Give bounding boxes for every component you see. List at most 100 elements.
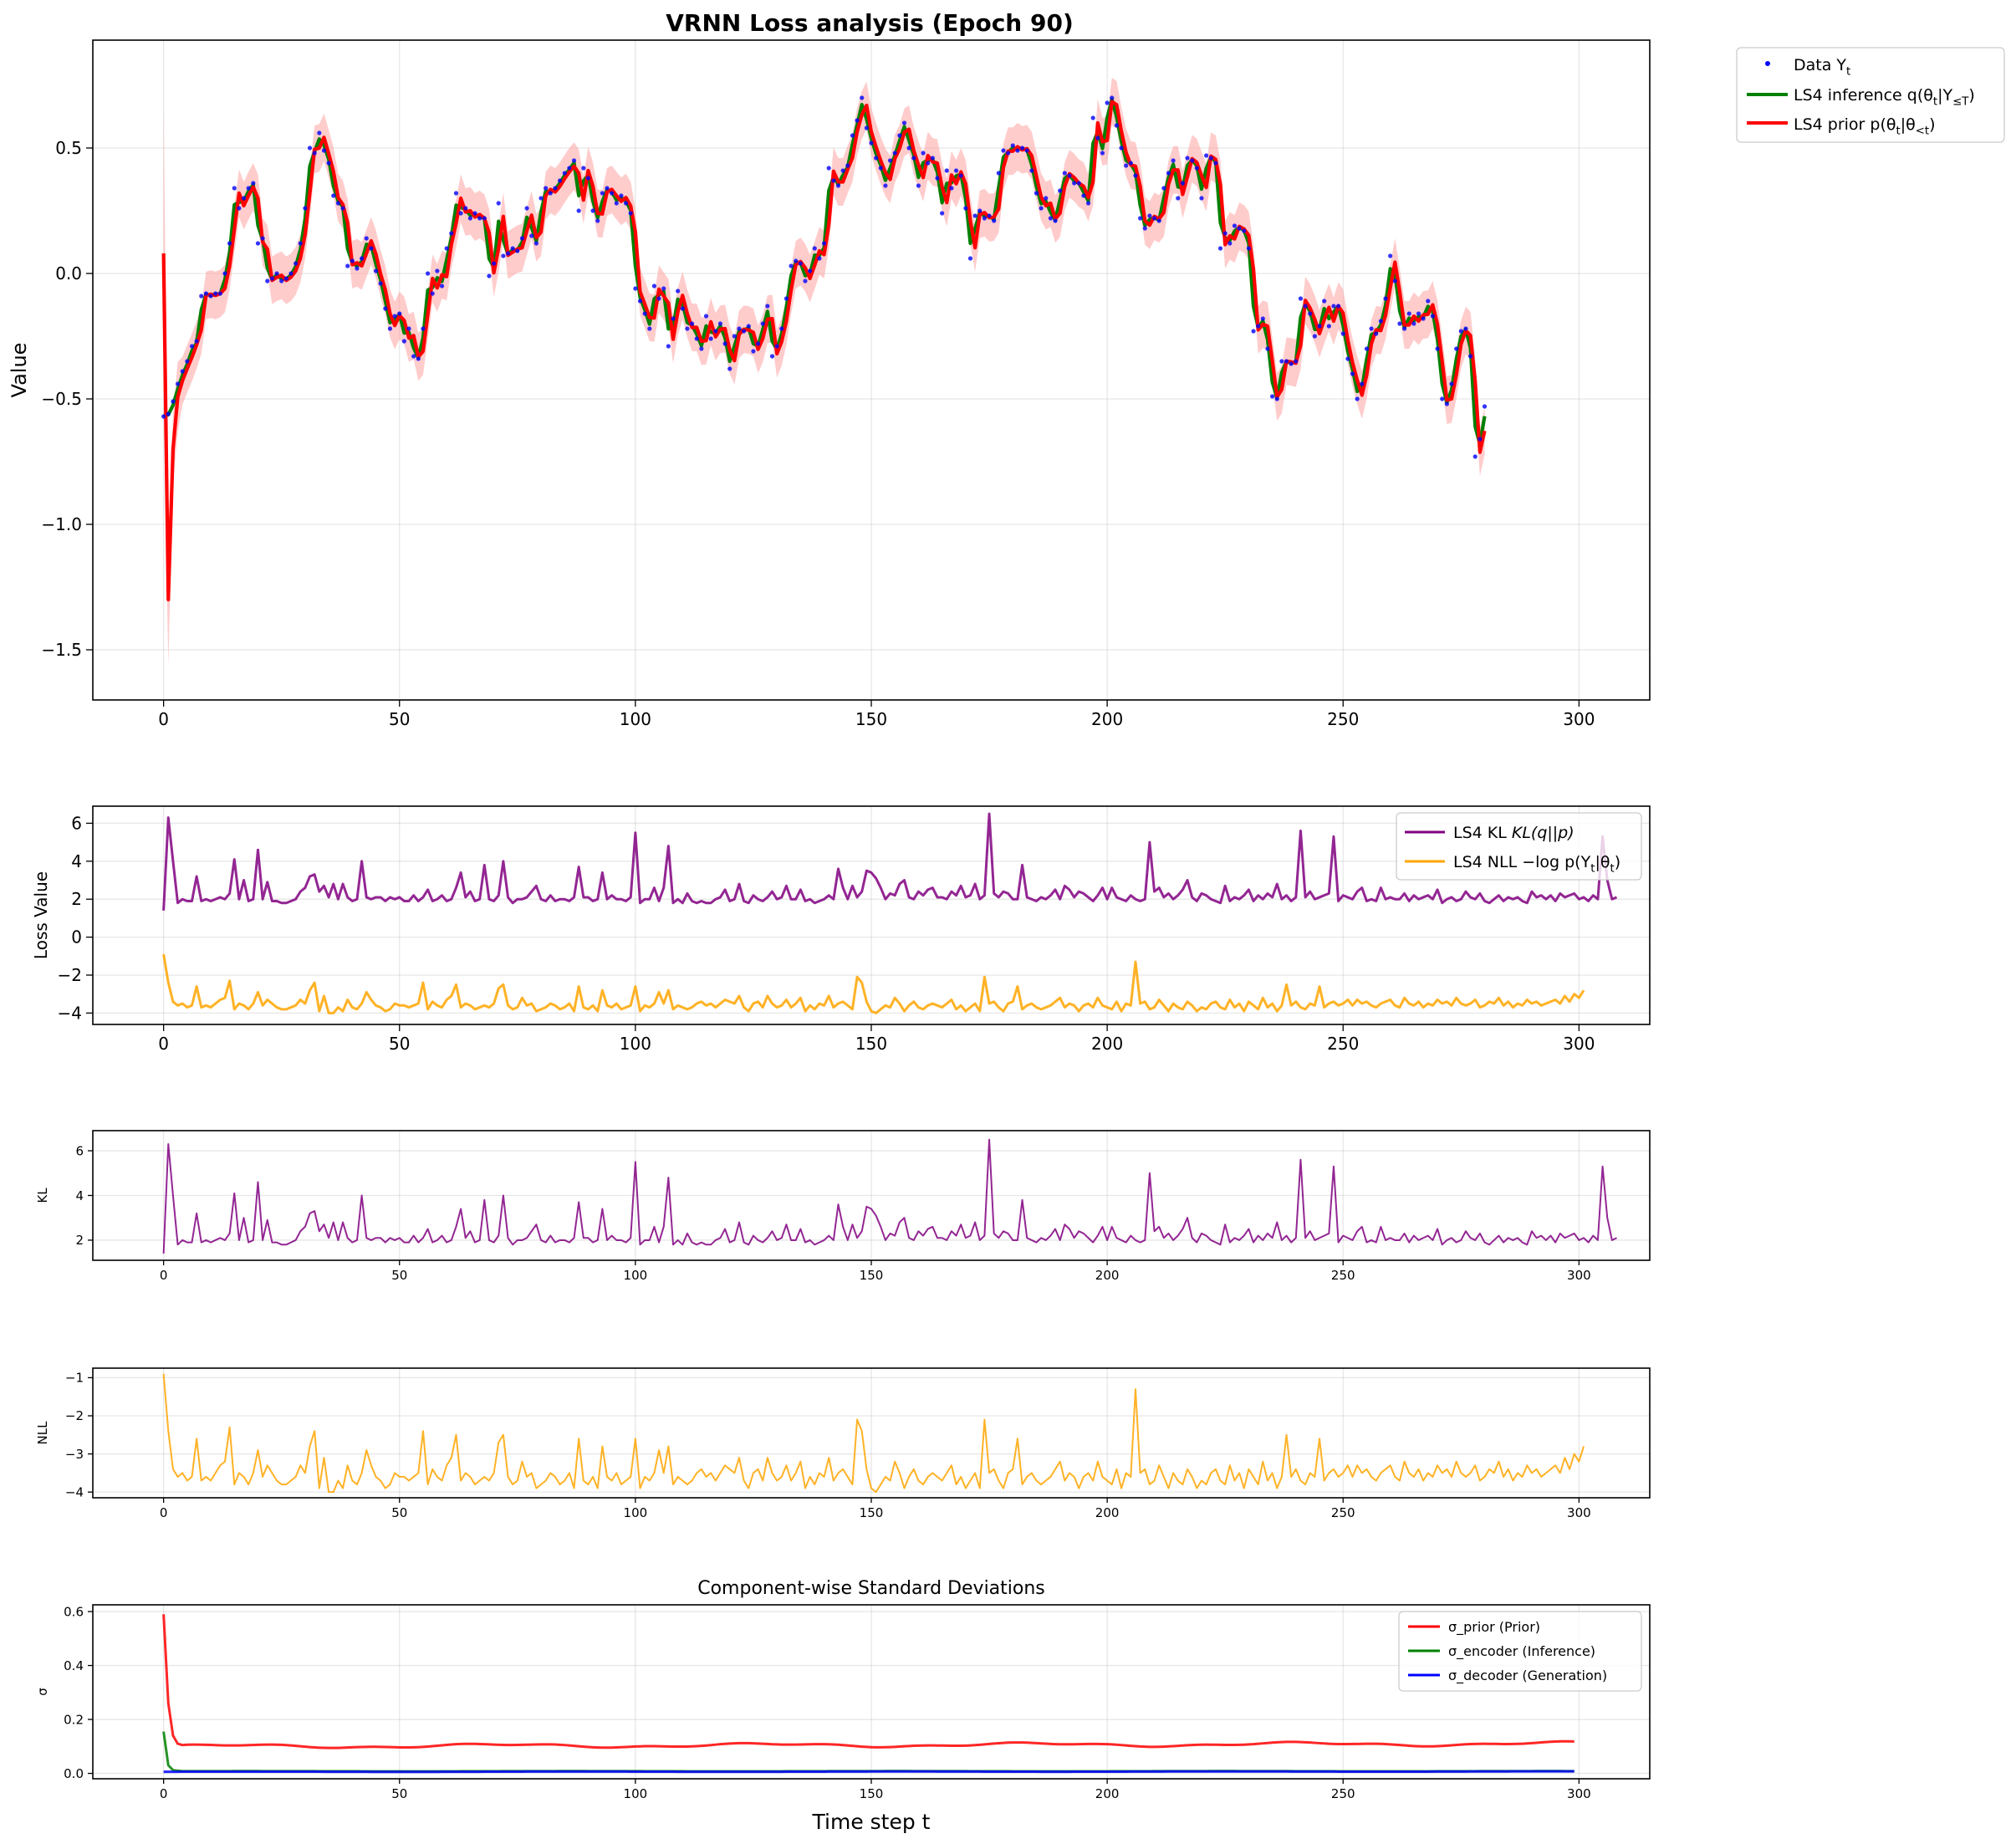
- data-point: [1161, 186, 1166, 191]
- y-tick-label: 0.2: [64, 1712, 84, 1727]
- data-point: [585, 176, 591, 181]
- data-point: [317, 130, 322, 135]
- data-point: [1199, 196, 1204, 201]
- legend-text-part: KL(q||p): [1512, 824, 1575, 842]
- data-point: [378, 281, 383, 286]
- data-point: [1204, 153, 1209, 158]
- legend-text-part: ): [1615, 853, 1620, 871]
- data-point: [538, 196, 544, 201]
- plot-area: [162, 1614, 1575, 1774]
- data-point: [1213, 161, 1218, 166]
- data-point: [708, 336, 713, 341]
- data-point: [1270, 394, 1275, 399]
- x-tick-label: 200: [1095, 1268, 1120, 1283]
- data-point: [1171, 158, 1176, 163]
- data-point: [1397, 321, 1402, 326]
- data-point: [1039, 206, 1044, 211]
- data-point: [1062, 171, 1067, 176]
- data-point: [1010, 143, 1015, 148]
- legend-label: σ_prior (Prior): [1448, 1619, 1540, 1636]
- data-point: [1308, 311, 1313, 316]
- legend-label: σ_decoder (Generation): [1448, 1668, 1607, 1684]
- kl-series-line: [162, 1138, 1617, 1254]
- y-tick-label: −4: [65, 1484, 84, 1499]
- data-point: [1227, 241, 1233, 246]
- data-point: [279, 278, 284, 283]
- data-point: [340, 206, 345, 211]
- x-tick-label: 0: [160, 1268, 168, 1283]
- plot-area: [161, 78, 1488, 665]
- legend-box: [1736, 47, 2005, 143]
- data-point: [850, 133, 855, 138]
- y-tick-label: 4: [75, 1188, 84, 1203]
- x-tick-label: 250: [1331, 1786, 1355, 1801]
- data-point: [737, 326, 742, 331]
- prior-series-line: [161, 100, 1487, 602]
- data-point: [1482, 404, 1488, 409]
- x-tick-label: 150: [855, 709, 887, 729]
- data-point: [1024, 148, 1029, 153]
- data-point: [453, 191, 459, 196]
- data-point: [435, 268, 440, 273]
- x-tick-label: 200: [1095, 1505, 1120, 1520]
- data-points: [161, 95, 1488, 459]
- panel-title: Component-wise Standard Deviations: [697, 1578, 1045, 1599]
- data-point: [1208, 156, 1213, 161]
- x-tick-label: 150: [855, 1034, 887, 1054]
- data-point: [558, 178, 563, 183]
- data-point: [1128, 161, 1133, 166]
- data-point: [524, 206, 529, 211]
- data-point: [794, 258, 799, 263]
- x-tick-label: 250: [1331, 1505, 1355, 1520]
- loss-grid: [93, 806, 1650, 1024]
- data-point: [831, 178, 836, 183]
- data-point: [887, 158, 893, 163]
- y-axis-label: NLL: [35, 1421, 50, 1445]
- data-point: [1378, 319, 1383, 324]
- x-tick-label: 250: [1327, 1034, 1359, 1054]
- data-point: [911, 156, 916, 161]
- x-tick-label: 50: [389, 1034, 410, 1054]
- data-point: [1251, 329, 1256, 334]
- data-point: [246, 186, 251, 191]
- data-point: [1340, 331, 1345, 336]
- data-point: [373, 268, 379, 273]
- data-point: [803, 278, 808, 283]
- x-tick-label: 200: [1091, 709, 1123, 729]
- nll-axes-frame: [92, 1367, 1651, 1499]
- data-point: [298, 241, 303, 246]
- data-point: [671, 316, 676, 321]
- data-point: [1294, 359, 1299, 364]
- legend-marker-data: [1765, 61, 1770, 66]
- data-point: [331, 193, 336, 198]
- data-point: [901, 120, 907, 125]
- legend-text-part: Data Y: [1794, 56, 1846, 74]
- legend-subscript: t: [1610, 862, 1614, 875]
- data-point: [685, 326, 690, 331]
- figure-title: VRNN Loss analysis (Epoch 90): [666, 9, 1074, 37]
- data-point: [992, 218, 997, 223]
- y-tick-label: 6: [75, 1143, 84, 1158]
- data-point: [860, 95, 865, 100]
- data-point: [1001, 148, 1006, 153]
- data-point: [175, 381, 181, 386]
- loss-panel: 0 50 100 150 200 250 300 −4 −2 0 2 4 6 Loss Value LS4 …: [31, 805, 1651, 1054]
- data-point: [940, 211, 945, 216]
- y-axis-label: σ: [35, 1688, 50, 1696]
- legend-text-part: σ_prior (Prior): [1448, 1619, 1540, 1636]
- legend-subscript: t: [1933, 95, 1937, 108]
- data-point: [472, 211, 477, 216]
- data-point: [982, 216, 988, 221]
- data-point: [533, 241, 538, 246]
- data-point: [1090, 115, 1095, 120]
- data-point: [595, 218, 600, 223]
- data-point: [808, 268, 813, 273]
- data-point: [1463, 326, 1468, 331]
- data-point: [789, 263, 794, 268]
- data-point: [944, 168, 949, 173]
- data-point: [307, 146, 313, 151]
- data-point: [510, 246, 515, 251]
- data-point: [1110, 95, 1115, 100]
- data-point: [1416, 311, 1421, 316]
